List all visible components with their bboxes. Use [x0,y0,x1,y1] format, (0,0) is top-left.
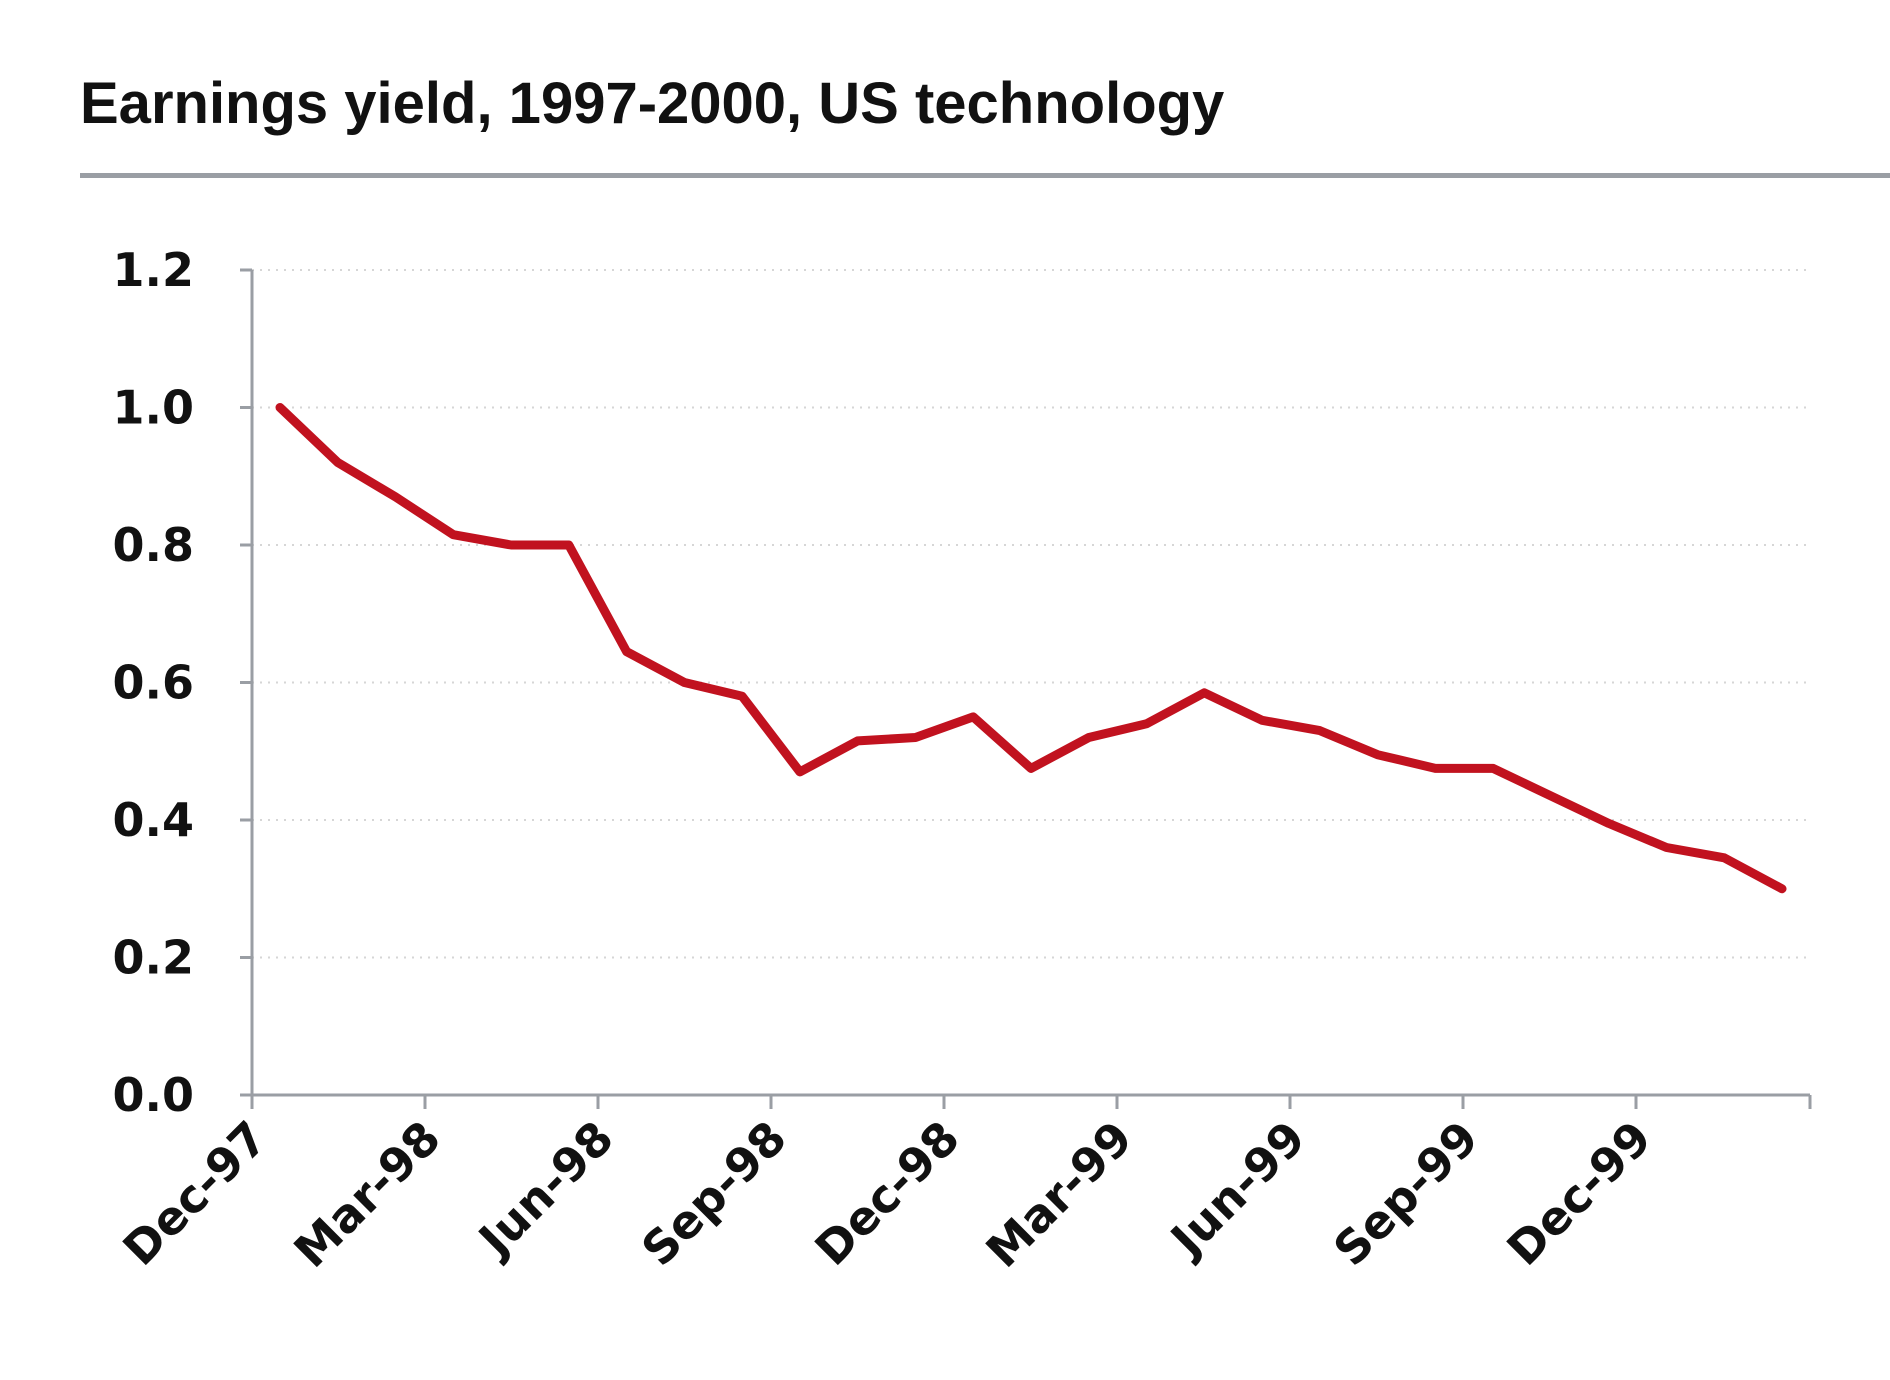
x-tick-label: Sep-98 [631,1111,797,1277]
x-tick-label: Mar-98 [283,1111,450,1278]
title-divider [80,173,1890,178]
x-tick-label: Jun-98 [466,1111,623,1268]
y-tick-label: 0.2 [113,931,195,985]
x-tick-label: Dec-99 [1496,1111,1661,1276]
y-tick-label: 0.0 [113,1068,195,1122]
series-layer [275,403,1787,894]
x-tick-label: Jun-99 [1158,1111,1315,1268]
x-tick-label: Mar-99 [975,1111,1142,1278]
y-tick-label: 1.2 [113,243,195,297]
y-tick-label: 0.6 [113,656,195,710]
y-axis-labels: 0.0 0.2 0.4 0.6 0.8 1.0 1.2 [113,243,195,1122]
gridlines [252,269,1810,959]
earnings-yield-line [275,403,1787,894]
axes [240,268,1812,1109]
x-tick-label: Dec-97 [112,1111,277,1276]
chart-title: Earnings yield, 1997-2000, US technology [80,71,1225,136]
x-axis-labels: Dec-97 Mar-98 Jun-98 Sep-98 Dec-98 Mar-99 Jun-… [112,1111,1661,1278]
y-tick-label: 0.8 [113,518,195,572]
y-tick-label: 0.4 [113,793,195,847]
y-tick-label: 1.0 [113,381,195,435]
x-tick-label: Dec-98 [804,1111,969,1276]
x-tick-label: Sep-99 [1323,1111,1489,1277]
